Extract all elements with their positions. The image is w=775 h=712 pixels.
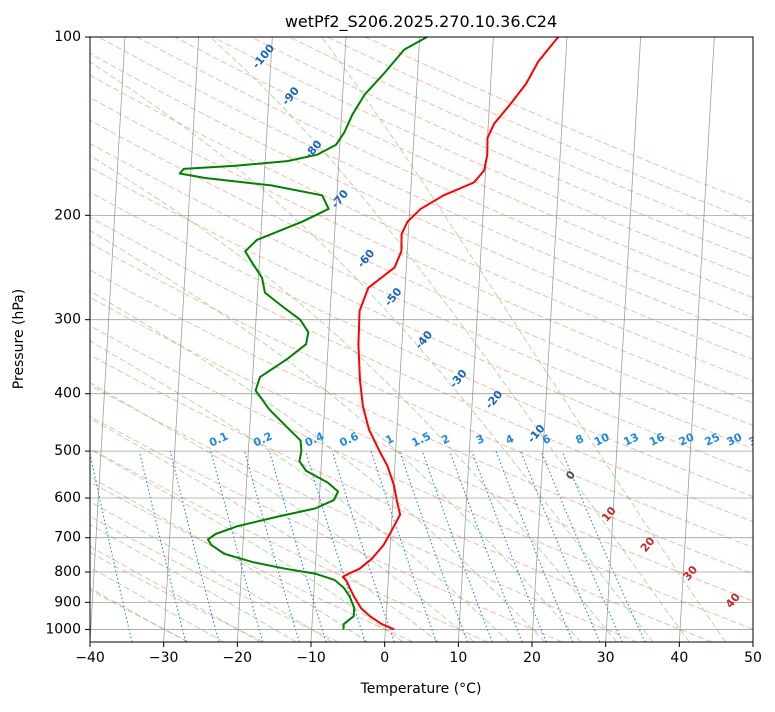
chart-title: wetPf2_S206.2025.270.10.36.C24: [285, 12, 557, 32]
x-tick-label: 20: [523, 650, 541, 666]
y-tick-label: 100: [54, 29, 81, 45]
y-tick-label: 200: [54, 207, 81, 223]
y-tick-label: 500: [54, 443, 81, 459]
y-tick-label: 1000: [45, 621, 81, 637]
y-tick-label: 300: [54, 312, 81, 328]
x-tick-label: 30: [597, 650, 615, 666]
x-tick-label: 0: [380, 650, 389, 666]
x-tick-label: −40: [75, 650, 105, 666]
x-tick-label: −10: [296, 650, 326, 666]
x-tick-label: −20: [223, 650, 253, 666]
x-tick-label: 50: [744, 650, 762, 666]
y-axis-label: Pressure (hPa): [11, 289, 27, 389]
y-tick-label: 600: [54, 490, 81, 506]
x-axis-label: Temperature (°C): [360, 681, 482, 697]
y-tick-label: 400: [54, 386, 81, 402]
x-tick-label: −30: [149, 650, 179, 666]
y-tick-label: 800: [54, 564, 81, 580]
x-tick-label: 10: [449, 650, 467, 666]
y-tick-label: 700: [54, 530, 81, 546]
y-tick-label: 900: [54, 594, 81, 610]
x-tick-label: 40: [670, 650, 688, 666]
